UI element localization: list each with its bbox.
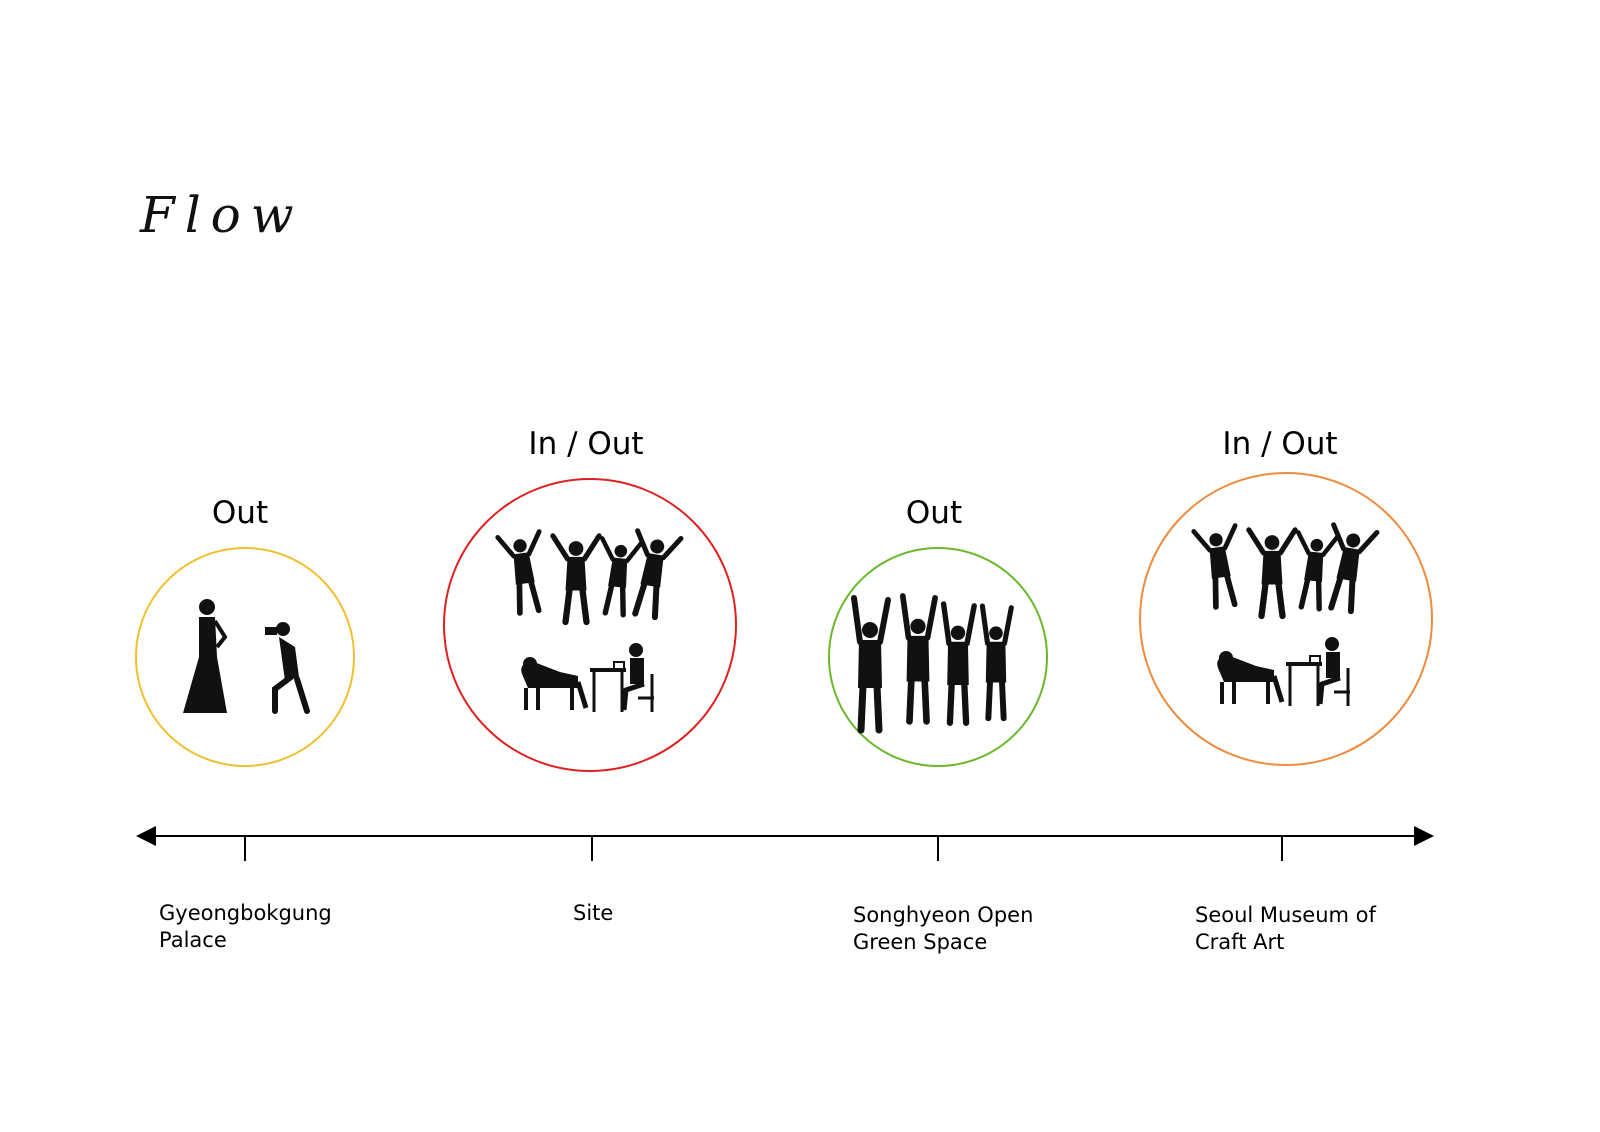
place-label: Site	[573, 901, 613, 925]
place-label: Seoul Museum of Craft Art	[1195, 903, 1383, 954]
status-label: Out	[212, 495, 268, 531]
place-label: Gyeongbokgung Palace	[159, 901, 338, 952]
place-label: Songhyeon Open Green Space	[853, 903, 1040, 954]
cheering-crowd-icon	[854, 596, 1011, 730]
status-label: In / Out	[1222, 426, 1337, 462]
wedding-photo-silhouette-icon	[183, 599, 307, 713]
status-label: In / Out	[528, 426, 643, 462]
diagram-title: Flow	[139, 186, 304, 244]
stop-site: In / Out Site	[443, 426, 737, 925]
status-circle	[828, 547, 1048, 767]
status-circle	[443, 478, 737, 772]
jumping-and-resting-people-icon	[1194, 525, 1377, 706]
status-label: Out	[906, 495, 962, 531]
status-circle	[1139, 472, 1433, 766]
stop-palace: Out Gyeongbokgung Palace	[135, 495, 355, 952]
status-circle	[135, 547, 355, 767]
jumping-and-resting-people-icon	[498, 531, 681, 712]
stop-green-space: Out Songhyeon Open Green Space	[828, 495, 1048, 954]
stop-museum: In / Out Seoul Museum of Craft Art	[1139, 426, 1433, 954]
